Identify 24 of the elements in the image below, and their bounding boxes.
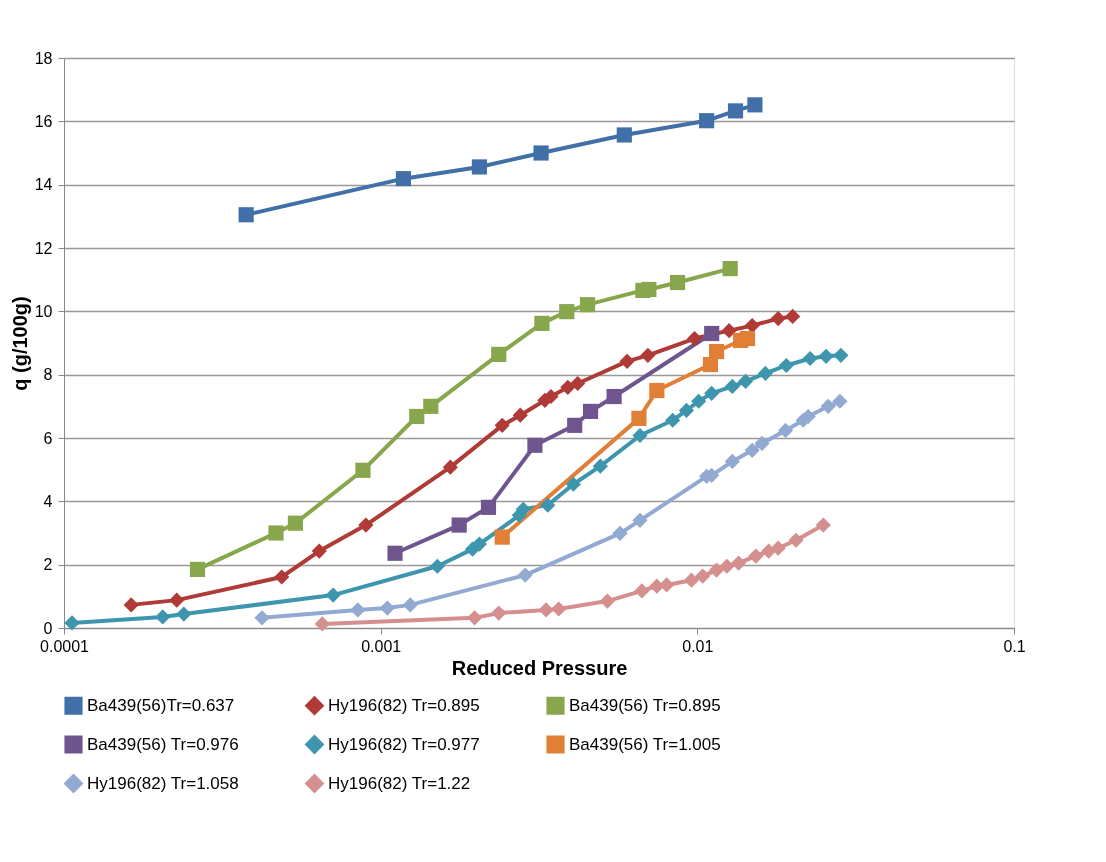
legend-label: Ba439(56)Tr=0.637 (87, 695, 235, 715)
x-tick-label: 0.0001 (40, 637, 90, 655)
y-tick-label: 0 (43, 619, 53, 637)
x-tick-label: 0.001 (361, 637, 402, 655)
y-axis-title: q (g/100g) (8, 296, 31, 391)
y-tick-label: 16 (34, 112, 53, 130)
legend-label: Hy196(82) Tr=1.22 (328, 773, 471, 793)
legend-label: Hy196(82) Tr=0.977 (328, 734, 480, 754)
y-tick-label: 14 (34, 176, 53, 194)
legend-label: Ba439(56) Tr=0.895 (569, 695, 721, 715)
legend-label: Ba439(56) Tr=0.976 (87, 734, 239, 754)
legend-label: Hy196(82) Tr=0.895 (328, 695, 480, 715)
legend-label: Ba439(56) Tr=1.005 (569, 734, 721, 754)
y-tick-label: 4 (43, 492, 53, 510)
y-tick-label: 18 (34, 49, 53, 67)
y-tick-label: 10 (34, 302, 53, 320)
y-tick-label: 12 (34, 239, 53, 257)
x-axis-title: Reduced Pressure (451, 656, 628, 679)
y-tick-label: 6 (43, 429, 53, 447)
y-tick-label: 8 (43, 366, 53, 384)
x-tick-label: 0.1 (1003, 637, 1026, 655)
y-tick-label: 2 (43, 556, 53, 574)
legend-label: Hy196(82) Tr=1.058 (87, 773, 239, 793)
x-tick-label: 0.01 (682, 637, 714, 655)
